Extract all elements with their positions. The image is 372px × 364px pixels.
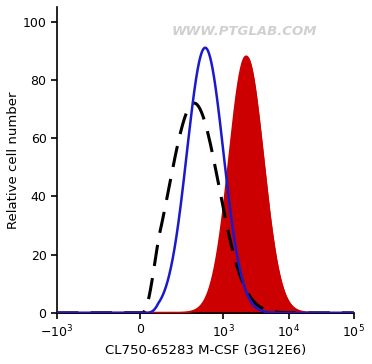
Y-axis label: Relative cell number: Relative cell number	[7, 91, 20, 229]
X-axis label: CL750-65283 M-CSF (3G12E6): CL750-65283 M-CSF (3G12E6)	[105, 344, 306, 357]
Text: WWW.PTGLAB.COM: WWW.PTGLAB.COM	[171, 25, 317, 38]
